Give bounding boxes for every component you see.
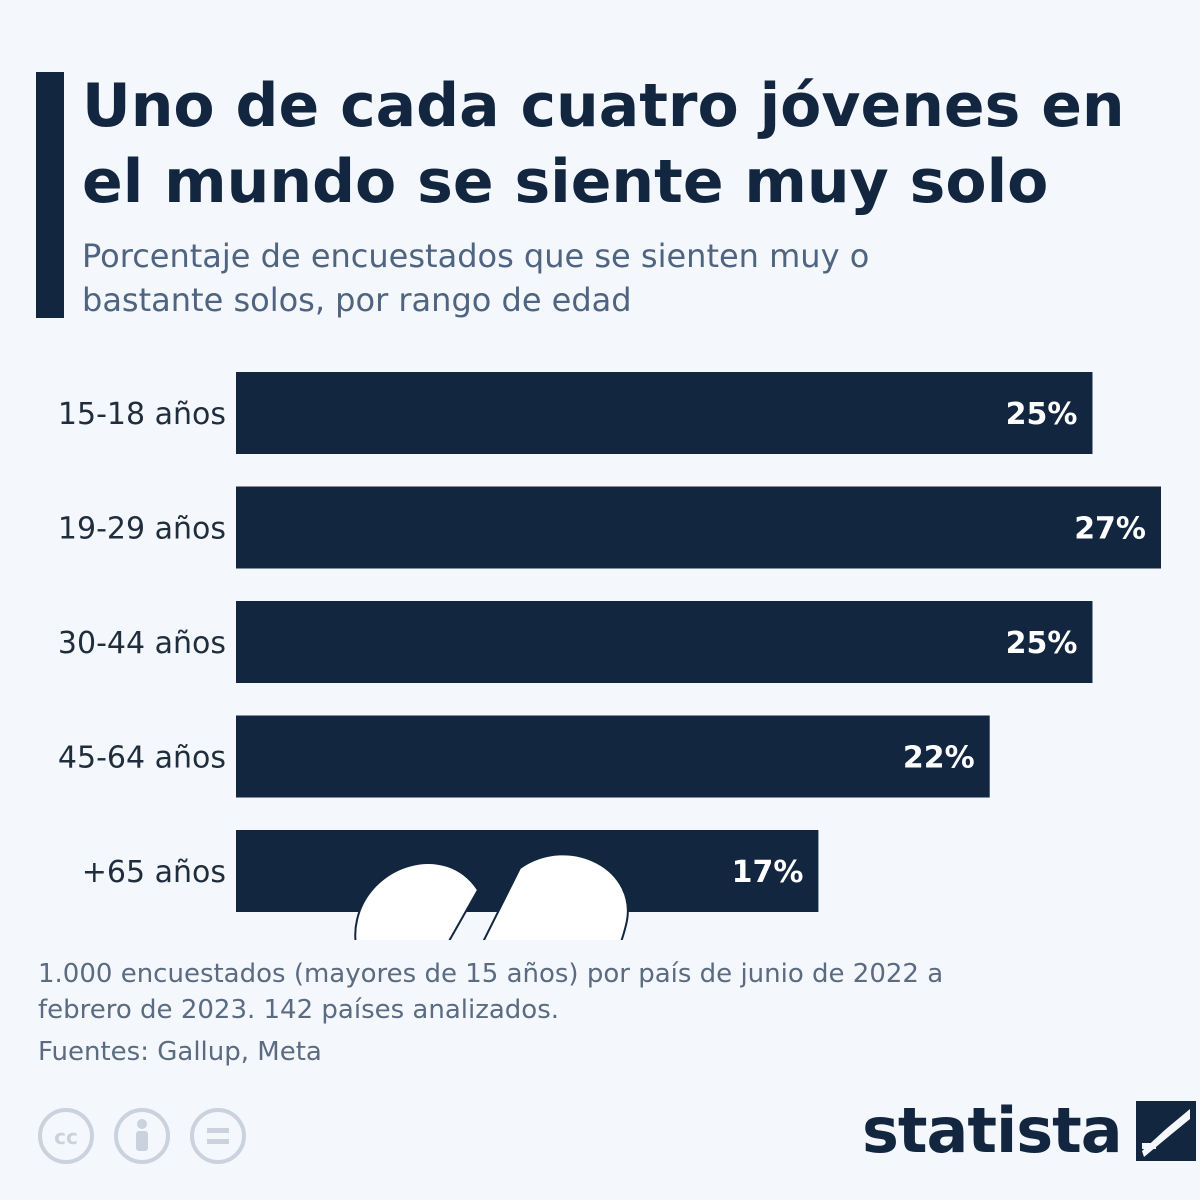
bar-2 xyxy=(236,486,1161,569)
bars-group: 15-18 años 25% 19-29 años 27% 30-44 años 25% 4… xyxy=(58,372,1161,912)
value-label-2: 27% xyxy=(1074,512,1146,547)
attribution-icon[interactable] xyxy=(112,1106,172,1166)
value-label-1: 25% xyxy=(1006,397,1078,432)
chart-title: Uno de cada cuatro jóvenes en el mundo s… xyxy=(82,71,1125,217)
bar-1 xyxy=(236,372,1093,454)
chart-subtitle: Porcentaje de encuestados que se sienten… xyxy=(82,237,870,319)
statista-wordmark: statista xyxy=(862,1094,1123,1167)
creative-commons-icon[interactable]: cc xyxy=(36,1106,96,1166)
category-label-2: 19-29 años xyxy=(58,512,226,547)
statista-logo-icon xyxy=(1135,1101,1196,1161)
statista-brand[interactable]: statista xyxy=(862,1096,1196,1166)
category-label-1: 15-18 años xyxy=(58,397,226,432)
license-icons: cc xyxy=(36,1106,248,1166)
bar-chart-svg: 15-18 años 25% 19-29 años 27% 30-44 años 25% 4… xyxy=(58,372,1161,940)
bar-3 xyxy=(236,601,1093,683)
category-label-5: +65 años xyxy=(82,855,226,890)
value-label-3: 25% xyxy=(1006,626,1078,661)
title-accent-bar xyxy=(36,72,64,318)
category-label-4: 45-64 años xyxy=(58,741,226,776)
value-label-5: 17% xyxy=(732,855,804,890)
no-derivatives-icon[interactable] xyxy=(188,1106,248,1166)
value-label-4: 22% xyxy=(903,741,975,776)
broken-heart-icon xyxy=(354,853,629,940)
bar-4 xyxy=(236,715,990,798)
source-note: Fuentes: Gallup, Meta xyxy=(38,1037,322,1067)
survey-note: 1.000 encuestados (mayores de 15 años) p… xyxy=(38,959,944,1025)
category-label-3: 30-44 años xyxy=(58,626,226,661)
bar-chart: 15-18 años 25% 19-29 años 27% 30-44 años 25% 4… xyxy=(0,340,1200,940)
svg-text:cc: cc xyxy=(54,1125,78,1149)
